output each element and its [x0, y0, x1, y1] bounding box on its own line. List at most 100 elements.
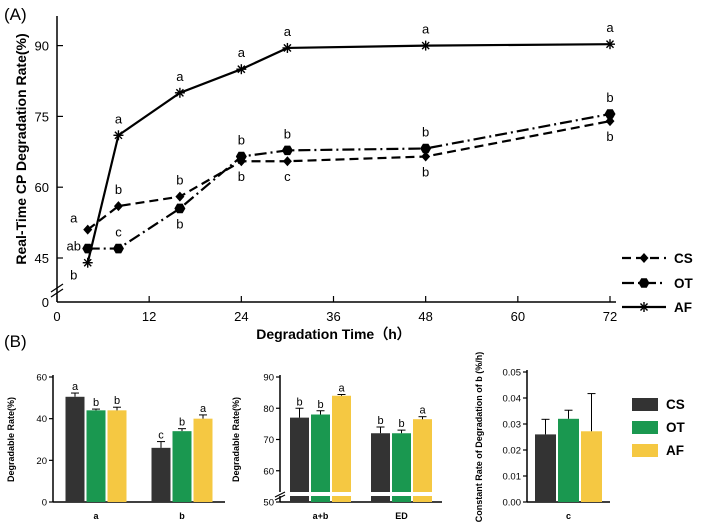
x-tick-label: 0 [53, 309, 60, 324]
axis-break-mark [274, 494, 286, 501]
y-tick-label: 0.03 [503, 420, 522, 431]
legend-label-ot: OT [674, 276, 694, 291]
y-axis-label: Real-Time CP Degradation Rate(%) [13, 33, 29, 264]
series-line-ot [87, 112, 611, 250]
significance-letter: b [238, 169, 245, 184]
legend-label-ot: OT [666, 420, 686, 435]
marker-cs [175, 191, 185, 202]
significance-letter: a [238, 45, 246, 60]
panel-a-label: (A) [4, 5, 27, 24]
y-tick-label: 75 [35, 109, 49, 124]
marker-af [113, 130, 124, 141]
marker-cs [83, 224, 93, 235]
y-tick-label: 60 [36, 373, 47, 384]
significance-letter: b [398, 418, 404, 430]
marker-ot [235, 151, 247, 162]
marker-af [236, 64, 247, 75]
x-tick-label: a+b [313, 511, 329, 521]
legend-swatch-ot [632, 421, 658, 434]
line-chart: 45 60 75 90 00 12 24 36 48 60 72 Degradation Time（h… [13, 16, 694, 342]
significance-letter: b [422, 165, 429, 180]
series-line-cs [87, 120, 611, 231]
significance-letter: b [93, 397, 99, 409]
significance-letter: c [284, 169, 291, 184]
significance-letter: ab [66, 239, 80, 254]
significance-letter: a [284, 24, 292, 39]
significance-letter: b [115, 182, 122, 197]
asterisk-stroke [639, 302, 649, 312]
y-tick-label: 90 [263, 373, 274, 384]
x-tick-label: 24 [234, 309, 248, 324]
significance-letter: b [284, 126, 291, 141]
significance-letter: b [179, 417, 185, 429]
asterisk-stroke [175, 88, 184, 97]
x-axis-label: Degradation Time（h） [256, 326, 411, 342]
marker-cs [421, 151, 431, 162]
x-tick-label: c [566, 511, 571, 521]
y-tick-label: 45 [35, 251, 49, 266]
y-tick-label: 60 [263, 466, 274, 477]
x-tick-label: 12 [142, 309, 156, 324]
marker-ot [420, 143, 432, 154]
y-axis-break-mark [50, 288, 64, 298]
significance-letter: a [115, 111, 123, 126]
legend-label-af: AF [666, 443, 684, 458]
significance-letter: b [377, 415, 383, 427]
significance-letter: b [296, 396, 302, 408]
legend-marker-cs [639, 253, 649, 263]
legend-swatch-af [632, 444, 658, 457]
legend-label-cs: CS [666, 397, 685, 412]
bar-chart-c: 0.00 0.01 0.02 0.03 0.04 0.05 Constant Rate of… [474, 352, 686, 523]
y-tick-label: 0.00 [503, 498, 522, 509]
y-tick-label: 50 [263, 498, 274, 509]
legend-label-af: AF [674, 300, 692, 315]
legend-marker-ot [638, 278, 650, 288]
y-tick-label: 0 [42, 295, 49, 310]
significance-letter: b [606, 129, 613, 144]
y-axis-label: Degradable Rate(%) [6, 397, 16, 482]
bar-ot [558, 418, 579, 502]
significance-letter: b [422, 124, 429, 139]
marker-cs [113, 201, 123, 212]
marker-ot [281, 145, 293, 156]
significance-letter: a [70, 211, 78, 226]
y-tick-label: 0.05 [503, 368, 522, 379]
x-tick-label: b [179, 511, 185, 521]
bar-chart-ab-ed: 50 60 70 80 90 Degradable Rate(%) b b a a+b b b a ED [231, 373, 442, 521]
asterisk-stroke [421, 41, 430, 50]
significance-letter: a [338, 383, 345, 395]
bar-af [581, 431, 602, 502]
marker-ot [604, 109, 616, 119]
marker-ot [174, 203, 186, 214]
significance-letter: c [158, 430, 164, 442]
bar-cs [535, 434, 556, 502]
bar-af [107, 410, 127, 502]
bar-ot [311, 414, 330, 502]
y-tick-label: 90 [35, 39, 49, 54]
significance-letter: a [606, 20, 614, 35]
y-tick-label: 0.04 [503, 394, 522, 405]
x-tick-label: 36 [326, 309, 340, 324]
significance-letter: a [422, 22, 430, 37]
significance-letter: b [114, 395, 120, 407]
bar-af [332, 395, 351, 502]
bar-chart-a-b: 0 20 40 60 Degradable Rate(%) a b b a c b a b [6, 373, 225, 521]
bar-cs [151, 447, 171, 502]
axis-break-mark [274, 491, 286, 498]
y-tick-label: 40 [36, 414, 47, 425]
legend-marker-af [639, 302, 649, 312]
y-tick-label: 60 [35, 180, 49, 195]
axis-break-gap [274, 492, 442, 496]
significance-letter: a [419, 405, 426, 417]
bar-cs [371, 433, 390, 502]
y-tick-label: 20 [36, 456, 47, 467]
marker-af [174, 87, 185, 98]
y-tick-label: 0 [42, 498, 47, 509]
significance-letter: b [317, 399, 323, 411]
y-tick-label: 80 [263, 404, 274, 415]
bar-cs [290, 417, 309, 502]
asterisk-stroke [83, 258, 92, 267]
x-tick-label: 48 [418, 309, 432, 324]
bar-ot [86, 410, 106, 502]
